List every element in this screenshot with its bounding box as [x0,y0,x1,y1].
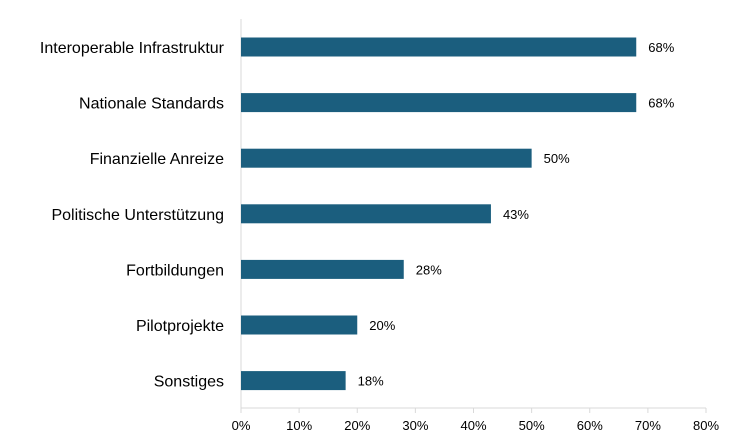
category-label: Nationale Standards [79,96,224,113]
bar [241,204,491,224]
category-label: Finanzielle Anreize [90,151,224,168]
value-label: 20% [369,318,395,333]
bar [241,93,637,113]
x-tick-label: 30% [402,418,428,433]
category-label: Fortbildungen [126,262,224,279]
value-label: 18% [358,374,384,389]
x-tick-label: 80% [693,418,719,433]
bar [241,37,637,57]
value-label: 28% [416,262,442,277]
value-label: 43% [503,207,529,222]
category-label: Pilotprojekte [136,318,224,335]
bar [241,371,346,391]
x-tick-label: 50% [519,418,545,433]
x-tick-label: 0% [232,418,251,433]
bar [241,148,532,168]
x-tick-label: 60% [577,418,603,433]
bars-layer [241,37,637,391]
bar [241,259,404,279]
x-tick-label: 10% [286,418,312,433]
value-label: 68% [648,96,674,111]
bar [241,315,358,335]
x-tick-label: 70% [635,418,661,433]
axis-layer: 0% 10% 20% 30% 40% 50% 60% 70% 80% [232,19,719,433]
value-label: 50% [544,151,570,166]
category-label: Interoperable Infrastruktur [40,40,225,57]
category-label: Sonstiges [154,374,224,391]
x-tick-label: 40% [460,418,486,433]
value-label: 68% [648,40,674,55]
category-label: Politische Unterstützung [51,207,224,224]
labels-layer: Interoperable Infrastruktur 68% Nationale … [40,40,675,391]
x-tick-label: 20% [344,418,370,433]
